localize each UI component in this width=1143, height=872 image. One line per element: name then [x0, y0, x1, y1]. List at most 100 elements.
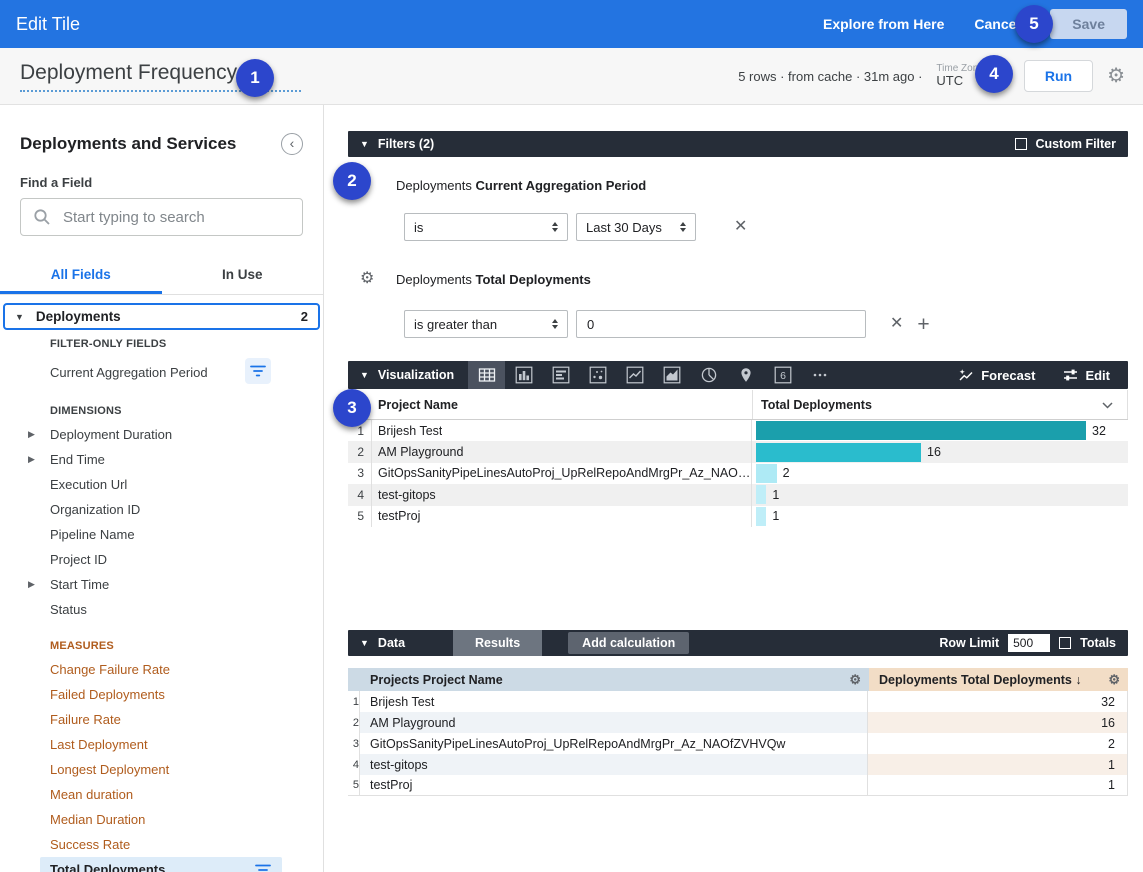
- save-button[interactable]: Save: [1050, 9, 1127, 39]
- sidebar-item-start-time[interactable]: ▶ Start Time: [0, 572, 323, 597]
- remove-filter-icon[interactable]: ✕: [890, 315, 904, 332]
- viz-type-bar-chart-icon[interactable]: [542, 361, 579, 389]
- query-status-text: 5 rows · from cache · 31m ago ·: [738, 68, 923, 84]
- column-gear-icon[interactable]: ⚙: [849, 672, 861, 687]
- total-deployments-cell[interactable]: 2: [868, 733, 1128, 754]
- sidebar-item-deployment-duration[interactable]: ▶ Deployment Duration: [0, 422, 323, 447]
- total-deployments-cell[interactable]: 32: [752, 420, 1128, 441]
- filter-value-input[interactable]: 0: [576, 310, 866, 338]
- filter-gear-icon[interactable]: ⚙: [360, 270, 375, 287]
- tab-all-fields[interactable]: All Fields: [0, 258, 162, 294]
- run-button[interactable]: Run: [1023, 60, 1094, 92]
- row-number-header: [348, 668, 360, 691]
- sidebar-item-mean-duration[interactable]: Mean duration: [0, 782, 323, 807]
- viz-type-pie-chart-icon[interactable]: [690, 361, 727, 389]
- field-search-box[interactable]: [20, 198, 303, 236]
- viz-type-single-value-icon[interactable]: 6: [764, 361, 801, 389]
- sidebar-item-project-id[interactable]: Project ID: [0, 547, 323, 572]
- filter-field-group: Deployments: [396, 178, 472, 193]
- chevron-right-icon[interactable]: ▶: [28, 579, 35, 589]
- visualization-panel-header[interactable]: ▼ Visualization 6 Forecast Edit: [348, 361, 1128, 389]
- viz-type-column-chart-icon[interactable]: [505, 361, 542, 389]
- sidebar-item-median-duration[interactable]: Median Duration: [0, 807, 323, 832]
- filter-operator-select-1[interactable]: is: [404, 213, 568, 241]
- viz-column-project-name[interactable]: Project Name: [378, 397, 458, 412]
- filters-panel-header[interactable]: ▼ Filters (2) Custom Filter: [348, 131, 1128, 157]
- sidebar-item-organization-id[interactable]: Organization ID: [0, 497, 323, 522]
- chevron-right-icon[interactable]: ▶: [28, 454, 35, 464]
- project-name-cell[interactable]: Brijesh Test: [372, 420, 752, 442]
- viz-column-total-deployments[interactable]: Total Deployments: [752, 390, 1128, 419]
- total-deployments-cell[interactable]: 1: [868, 775, 1128, 795]
- viz-type-area-chart-icon[interactable]: [653, 361, 690, 389]
- sidebar-item-execution-url[interactable]: Execution Url: [0, 472, 323, 497]
- collapse-sidebar-icon[interactable]: ‹: [281, 133, 303, 155]
- page-title[interactable]: Deployment Frequency: [20, 61, 302, 92]
- sidebar-group-deployments[interactable]: ▼ Deployments 2: [3, 303, 320, 330]
- forecast-button[interactable]: Forecast: [958, 368, 1035, 383]
- data-panel-header[interactable]: ▼ Data Results Add calculation Row Limit…: [348, 630, 1128, 656]
- explore-from-here-link[interactable]: Explore from Here: [823, 16, 945, 32]
- viz-type-more-icon[interactable]: [801, 361, 838, 389]
- project-name-cell[interactable]: AM Playground: [360, 712, 868, 733]
- filter-by-field-icon[interactable]: [245, 358, 271, 384]
- total-deployments-cell[interactable]: 2: [752, 463, 1128, 484]
- viz-type-line-chart-icon[interactable]: [616, 361, 653, 389]
- viz-type-map-pin-icon[interactable]: [727, 361, 764, 389]
- query-settings-gear-icon[interactable]: ⚙: [1107, 65, 1125, 87]
- edit-visualization-button[interactable]: Edit: [1063, 368, 1110, 383]
- sidebar-item-total-deployments[interactable]: Total Deployments: [40, 857, 282, 872]
- project-name-cell[interactable]: GitOpsSanityPipeLinesAutoProj_UpRelRepoA…: [372, 462, 752, 485]
- sidebar-item-change-failure-rate[interactable]: Change Failure Rate: [0, 657, 323, 682]
- viz-table-body: 1 Brijesh Test 32 2 AM Playground 16 3 GitOpsSa…: [348, 420, 1128, 527]
- sidebar-item-failure-rate[interactable]: Failure Rate: [0, 707, 323, 732]
- chevron-down-icon[interactable]: [1102, 398, 1113, 412]
- total-deployments-cell[interactable]: 1: [752, 506, 1128, 527]
- project-name-cell[interactable]: AM Playground: [372, 441, 752, 463]
- project-name-cell[interactable]: testProj: [372, 505, 752, 527]
- column-deployments-total-deployments[interactable]: Deployments Total Deployments ↓ ⚙: [869, 668, 1128, 691]
- project-name-cell[interactable]: GitOpsSanityPipeLinesAutoProj_UpRelRepoA…: [360, 733, 868, 754]
- filter-only-fields-header: FILTER-ONLY FIELDS: [50, 338, 167, 350]
- totals-checkbox[interactable]: [1059, 637, 1072, 649]
- sidebar-item-success-rate[interactable]: Success Rate: [0, 832, 323, 857]
- chevron-right-icon[interactable]: ▶: [28, 429, 35, 439]
- add-filter-icon[interactable]: +: [917, 312, 930, 336]
- viz-type-scatter-icon[interactable]: [579, 361, 616, 389]
- custom-filter-checkbox[interactable]: [1015, 138, 1028, 150]
- tab-in-use[interactable]: In Use: [221, 267, 263, 282]
- total-deployments-cell[interactable]: 1: [868, 754, 1128, 775]
- row-number: 3: [348, 462, 372, 485]
- remove-filter-icon[interactable]: ✕: [734, 218, 748, 235]
- filter-by-field-icon[interactable]: [250, 857, 276, 872]
- sidebar-item-current-aggregation-period[interactable]: Current Aggregation Period: [0, 357, 323, 387]
- filter-operator-select-2[interactable]: is greater than: [404, 310, 568, 338]
- timezone-block: Time Zone UTC: [936, 63, 983, 89]
- sidebar-item-last-deployment[interactable]: Last Deployment: [0, 732, 323, 757]
- sidebar-item-pipeline-name[interactable]: Pipeline Name: [0, 522, 323, 547]
- total-deployments-cell[interactable]: 16: [868, 712, 1128, 733]
- total-deployments-cell[interactable]: 1: [752, 484, 1128, 505]
- viz-type-table-icon[interactable]: [468, 361, 506, 389]
- sidebar-item-end-time[interactable]: ▶ End Time: [0, 447, 323, 472]
- results-tab[interactable]: Results: [453, 630, 543, 656]
- add-calculation-button[interactable]: Add calculation: [568, 632, 690, 654]
- total-deployments-cell[interactable]: 32: [868, 691, 1128, 712]
- sidebar-item-status[interactable]: Status: [0, 597, 323, 622]
- filter-value-select-1[interactable]: Last 30 Days: [576, 213, 696, 241]
- project-name-cell[interactable]: Brijesh Test: [360, 691, 868, 712]
- sidebar-item-failed-deployments[interactable]: Failed Deployments: [0, 682, 323, 707]
- total-deployments-cell[interactable]: 16: [752, 441, 1128, 462]
- column-gear-icon[interactable]: ⚙: [1108, 672, 1120, 687]
- row-limit-input[interactable]: [1008, 634, 1051, 652]
- project-name-cell[interactable]: testProj: [360, 775, 868, 795]
- cancel-link[interactable]: Cancel: [974, 16, 1021, 32]
- sidebar-item-longest-deployment[interactable]: Longest Deployment: [0, 757, 323, 782]
- row-number: 5: [348, 775, 360, 795]
- field-search-input[interactable]: [63, 208, 290, 226]
- group-label: Deployments: [35, 309, 121, 324]
- project-name-cell[interactable]: test-gitops: [360, 754, 868, 775]
- project-name-cell[interactable]: test-gitops: [372, 484, 752, 506]
- column-projects-project-name[interactable]: Projects Project Name ⚙: [360, 668, 869, 691]
- row-number: 2: [348, 712, 360, 733]
